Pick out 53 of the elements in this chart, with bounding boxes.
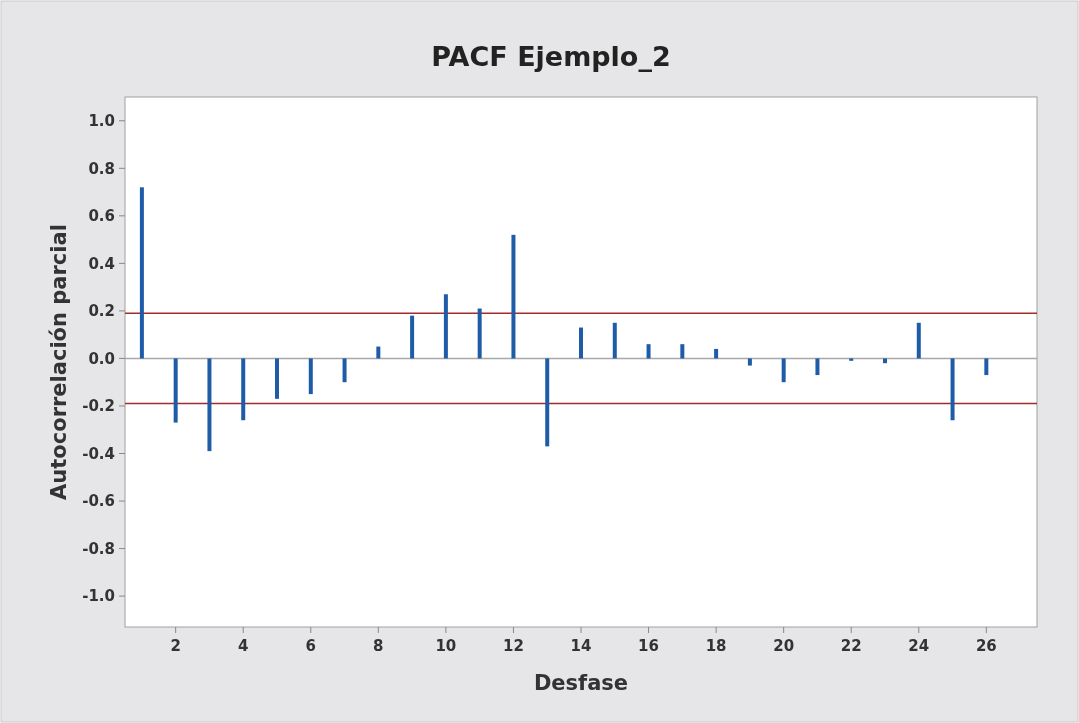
bar [545, 358, 550, 447]
y-tick-label: -0.6 [82, 492, 115, 511]
x-tick-label: 12 [503, 637, 524, 655]
x-tick-label: 10 [435, 637, 457, 655]
bar [410, 315, 415, 359]
x-tick-label: 26 [975, 637, 997, 655]
x-tick-label: 8 [373, 637, 384, 655]
bar [308, 358, 313, 395]
chart-title: PACF Ejemplo_2 [431, 41, 671, 72]
bar [207, 358, 212, 452]
bar [241, 358, 246, 421]
bar [376, 346, 381, 359]
bar [916, 322, 921, 359]
bar [511, 234, 516, 359]
y-tick-label: 0.2 [88, 302, 115, 321]
y-tick-label: 0.0 [88, 349, 115, 368]
y-tick-label: 0.6 [88, 207, 115, 226]
x-tick-label: 4 [238, 637, 249, 655]
x-tick-label: 16 [638, 637, 659, 655]
bar [781, 358, 786, 383]
bar [849, 358, 854, 361]
x-tick-label: 20 [773, 637, 795, 655]
bar [139, 187, 144, 359]
y-tick-label: 0.8 [88, 159, 115, 178]
bar [612, 322, 617, 359]
bar [950, 358, 955, 421]
bar [680, 344, 685, 359]
x-tick-label: 6 [305, 637, 316, 655]
bar [815, 358, 820, 376]
y-tick-label: -0.2 [82, 397, 115, 416]
bar [275, 358, 279, 399]
bar [747, 358, 752, 366]
y-tick-label: -1.0 [82, 587, 115, 606]
bar [579, 327, 583, 359]
y-tick-label: -0.8 [82, 539, 115, 558]
y-axis-title: Autocorrelación parcial [47, 224, 71, 500]
y-tick-label: 1.0 [88, 112, 115, 131]
x-axis-title: Desfase [533, 671, 629, 695]
bar [646, 344, 651, 359]
bar [883, 358, 887, 364]
x-tick-label: 18 [705, 637, 727, 655]
bar [342, 358, 347, 383]
bar [984, 358, 989, 376]
bar [173, 358, 178, 423]
y-tick-label: 0.4 [88, 254, 115, 273]
x-tick-label: 22 [840, 637, 862, 655]
x-tick-label: 14 [570, 637, 592, 655]
y-tick-label: -0.4 [82, 444, 115, 463]
bar [477, 308, 482, 359]
x-tick-label: 2 [170, 637, 181, 655]
bar [714, 348, 719, 359]
bar [443, 294, 448, 359]
x-tick-label: 24 [908, 637, 930, 655]
